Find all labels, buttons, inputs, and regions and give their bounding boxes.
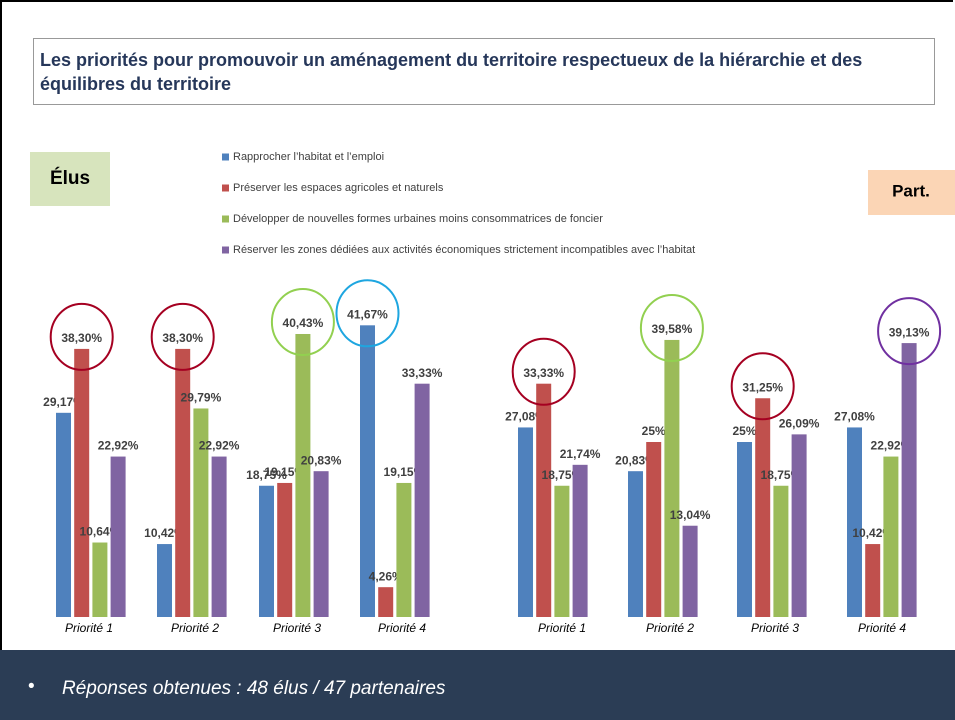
legend-label: Réserver les zones dédiées aux activités… xyxy=(233,244,695,256)
category-label: Priorité 2 xyxy=(646,621,694,635)
legend-swatch xyxy=(222,153,229,161)
value-label: 33,33% xyxy=(402,366,443,380)
category-label: Priorité 3 xyxy=(751,621,799,635)
value-label: 41,67% xyxy=(347,307,388,321)
category-label: Priorité 4 xyxy=(858,621,906,635)
value-label: 10,42% xyxy=(852,526,893,540)
legend-swatch xyxy=(222,184,229,192)
bar xyxy=(572,464,588,617)
legend-label: Développer de nouvelles formes urbaines … xyxy=(233,213,603,225)
footer-text: Réponses obtenues : 48 élus / 47 partena… xyxy=(62,678,446,699)
value-label: 18,75% xyxy=(246,468,287,482)
bar xyxy=(682,525,698,617)
bar xyxy=(259,485,274,617)
value-label: 38,30% xyxy=(162,331,203,345)
category-label: Priorité 2 xyxy=(171,621,219,635)
bar xyxy=(193,408,209,617)
charts: Rapprocher l’habitat et l’emploi Préserve… xyxy=(30,151,955,635)
bar xyxy=(518,427,533,617)
label-box xyxy=(30,152,110,206)
value-label: 39,13% xyxy=(889,325,930,339)
bar xyxy=(414,383,430,617)
category-label: Priorité 3 xyxy=(273,621,321,635)
value-label: 40,43% xyxy=(283,316,324,330)
highlight-circle xyxy=(730,352,795,421)
highlight-circle xyxy=(639,293,704,362)
slide-title: Les priorités pour promouvoir un aménage… xyxy=(33,38,935,105)
value-label: 20,83% xyxy=(301,453,342,467)
highlight-circle xyxy=(270,287,335,356)
value-label: 21,74% xyxy=(560,447,601,461)
legend-swatch xyxy=(222,246,229,254)
bullet: • xyxy=(28,676,35,697)
legend-label: Rapprocher l’habitat et l’emploi xyxy=(233,151,384,163)
category-label: Priorité 1 xyxy=(538,621,586,635)
value-label: 13,04% xyxy=(670,508,711,522)
highlight-circle xyxy=(511,337,576,406)
bar xyxy=(295,333,311,617)
legend-swatch xyxy=(222,215,229,223)
category-label: Priorité 1 xyxy=(65,621,113,635)
value-label: 22,92% xyxy=(871,439,912,453)
value-label: 29,79% xyxy=(181,391,222,405)
value-label: 18,75% xyxy=(761,468,802,482)
value-label: 38,30% xyxy=(61,331,102,345)
bar xyxy=(396,482,412,617)
bar xyxy=(56,412,71,617)
bar xyxy=(847,427,862,617)
bar xyxy=(175,348,191,617)
bar xyxy=(157,544,172,617)
footer: • Réponses obtenues : 48 élus / 47 parten… xyxy=(0,650,955,720)
legend-label: Préserver les espaces agricoles et natur… xyxy=(233,182,444,194)
bar xyxy=(536,383,552,617)
bar xyxy=(554,485,570,617)
value-label: 25% xyxy=(642,424,666,438)
bar xyxy=(865,544,881,617)
bar xyxy=(378,587,394,617)
bar xyxy=(737,442,752,617)
value-label: 33,33% xyxy=(523,366,564,380)
value-label: 25% xyxy=(732,424,756,438)
value-label: 31,25% xyxy=(742,380,783,394)
chart-label: Élus xyxy=(50,167,90,189)
bar xyxy=(883,456,899,617)
bar xyxy=(110,456,126,617)
bar xyxy=(211,456,227,617)
value-label: 4,26% xyxy=(369,569,403,583)
bar xyxy=(360,325,375,617)
highlight-circle xyxy=(150,302,215,371)
value-label: 39,58% xyxy=(652,322,693,336)
label-box xyxy=(868,170,955,215)
bar xyxy=(664,339,680,617)
bar xyxy=(628,471,643,617)
value-label: 20,83% xyxy=(615,453,656,467)
value-label: 29,17% xyxy=(43,395,84,409)
bar xyxy=(646,442,662,617)
highlight-circle xyxy=(877,297,942,366)
value-label: 22,92% xyxy=(98,439,139,453)
value-label: 26,09% xyxy=(779,417,820,431)
highlight-circle xyxy=(49,302,114,371)
value-label: 10,64% xyxy=(80,525,121,539)
value-label: 27,08% xyxy=(834,410,875,424)
bar xyxy=(773,485,789,617)
value-label: 19,15% xyxy=(384,465,425,479)
bar xyxy=(277,482,293,617)
bar xyxy=(92,542,108,617)
category-label: Priorité 4 xyxy=(378,621,426,635)
chart-label: Part. xyxy=(892,181,930,200)
value-label: 22,92% xyxy=(199,439,240,453)
value-label: 27,08% xyxy=(505,410,546,424)
highlight-circle xyxy=(335,279,400,348)
value-label: 19,15% xyxy=(264,465,305,479)
value-label: 10,42% xyxy=(144,526,185,540)
bar xyxy=(755,398,771,617)
bar xyxy=(313,471,329,617)
bar xyxy=(74,348,90,617)
value-label: 18,75% xyxy=(542,468,583,482)
bar xyxy=(791,434,807,617)
bar xyxy=(901,343,917,617)
